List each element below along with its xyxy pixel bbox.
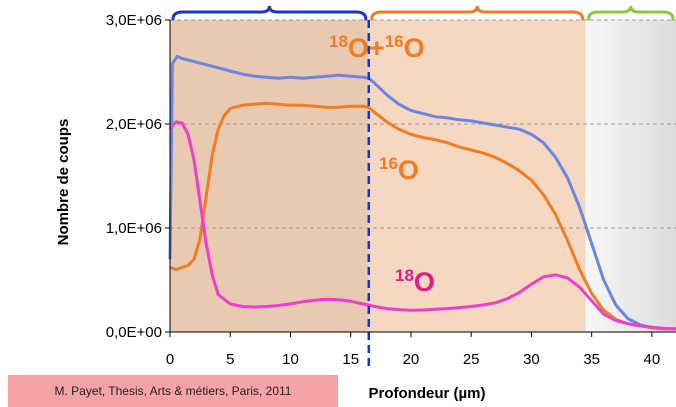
series-line-3 [168, 120, 676, 331]
y-tick-label: 3,0E+06 [106, 12, 162, 29]
x-axis-title: Profondeur (µm) [369, 385, 486, 402]
x-tick-label: 40 [644, 351, 661, 368]
series-label-18o: 18O [395, 266, 435, 297]
y-tick-label: 0,0E+00 [106, 324, 162, 341]
citation-note: M. Payet, Thesis, Arts & métiers, Paris,… [8, 375, 338, 407]
gridlines [170, 19, 676, 229]
series-lines [168, 54, 676, 331]
series-label-18o-16o: 18O+16O [329, 32, 425, 63]
x-tick-label: 35 [583, 351, 600, 368]
x-tick-label: 30 [523, 351, 540, 368]
region-3 [585, 20, 676, 332]
x-tick-label: 10 [282, 351, 299, 368]
x-tick-label: 5 [226, 351, 234, 368]
y-tick-label: 2,0E+06 [106, 116, 162, 133]
region-2 [368, 20, 586, 332]
x-tick-labels: 0 5 10 15 20 25 30 35 40 [166, 332, 660, 368]
region-1 [170, 20, 369, 332]
y-axis-title: Nombre de coups [55, 119, 72, 246]
brace-1 [171, 5, 368, 21]
x-tick-label: 20 [403, 351, 420, 368]
series-line-1 [168, 54, 676, 331]
y-tick-label: 1,0E+06 [106, 220, 162, 237]
x-tick-label: 25 [463, 351, 480, 368]
region-backgrounds [170, 20, 676, 332]
x-tick-label: 15 [342, 351, 359, 368]
region-braces [171, 5, 675, 21]
y-tick-labels: 0,0E+00 1,0E+06 2,0E+06 3,0E+06 [106, 12, 170, 341]
series-label-16o: 16O [379, 154, 419, 185]
series-line-2 [169, 101, 676, 331]
brace-3 [587, 5, 675, 21]
x-tick-label: 0 [166, 351, 174, 368]
brace-2 [370, 5, 585, 21]
